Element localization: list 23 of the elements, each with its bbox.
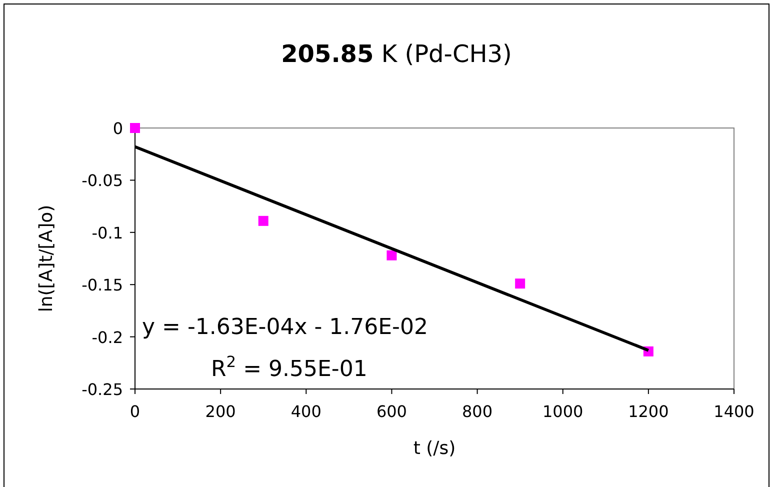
y-axis-title: ln([A]t/[A]o): [36, 204, 57, 312]
x-tick-label: 400: [290, 402, 322, 421]
y-tick-label: 0: [112, 119, 123, 138]
x-tick-label: 1000: [542, 402, 584, 421]
point: [515, 278, 526, 289]
y-tick-label: -0.2: [92, 328, 123, 347]
annotation: R$^{2}$ = 9.55E-01: [211, 353, 368, 382]
point: [130, 123, 140, 133]
y-tick-label: -0.05: [82, 171, 123, 190]
x-tick-label: 200: [205, 402, 236, 421]
x-tick-label: 800: [462, 402, 493, 421]
point: [258, 216, 268, 226]
x-tick-label: 0: [130, 402, 140, 421]
annotation: y = -1.63E-04x - 1.76E-02: [142, 315, 428, 340]
point: [386, 250, 397, 260]
y-tick-label: -0.1: [92, 223, 123, 242]
x-axis-title: t (/s): [413, 438, 456, 459]
y-tick-label: -0.15: [82, 276, 123, 295]
x-tick-label: 1400: [714, 402, 754, 421]
chart-title: 205.85 K (Pd-CH3): [281, 40, 512, 68]
y-tick-label: -0.25: [82, 380, 123, 399]
x-tick-label: 1200: [628, 402, 669, 421]
x-tick-label: 600: [376, 402, 407, 421]
